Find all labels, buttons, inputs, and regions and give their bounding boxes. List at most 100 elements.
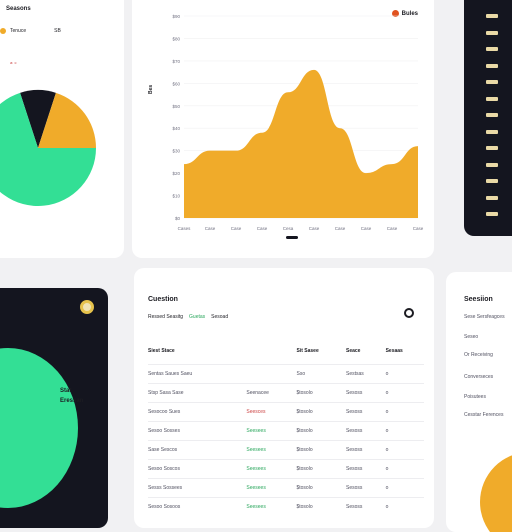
donut-shape: [0, 348, 78, 508]
col-header-2[interactable]: [246, 348, 296, 365]
x-tick-label: Cases: [178, 226, 192, 231]
table-row[interactable]: Sesoo Sosoos Seesees $tosolo Sesoss o: [148, 497, 424, 516]
x-tick-label: Case: [257, 226, 268, 231]
table-card: Cuestion Ressed Seasitg Guetas Sesoad Si…: [134, 268, 434, 528]
area-legend-label: Bules: [401, 10, 418, 17]
pie-legend-label: Tenuce: [10, 28, 27, 34]
table-cell: Sesoss: [345, 402, 386, 422]
status-ring-icon[interactable]: [80, 300, 94, 314]
list-item[interactable]: [486, 113, 498, 117]
area-chart: $90 $80 $70 $60 $50 $40 $30 $20 $10 $0 Bes Cases Cas…: [148, 14, 424, 231]
table-cell: Sesoo Soscos: [148, 459, 247, 479]
list-item[interactable]: [486, 146, 498, 150]
pie-slice-dark[interactable]: [20, 90, 56, 148]
list-item[interactable]: [486, 47, 498, 51]
pie-chart: [0, 90, 96, 206]
table-cell: o: [385, 497, 424, 516]
table-row[interactable]: Sesoo Soscos Seesees $tosolo Sesoss o: [148, 459, 424, 479]
x-tick-label: Case: [387, 226, 398, 231]
table-cell: $tosolo: [296, 421, 346, 441]
list-item[interactable]: [486, 162, 498, 167]
table-row[interactable]: Sesocoo Sues Seesces $tosolo Sesoss o: [148, 402, 424, 422]
y-tick-label: $90: [172, 14, 180, 19]
x-tick-label: Cesa: [283, 226, 294, 231]
table-cell: Sesoss: [345, 478, 386, 498]
pie-slice-orange[interactable]: [38, 92, 96, 148]
table-cell: o: [385, 402, 424, 422]
list-item[interactable]: [486, 195, 498, 200]
summary-row[interactable]: Sese Sersfeagces: [464, 314, 505, 320]
donut-label: Stat Eressan: [60, 386, 83, 406]
pie-sub-label: a: c: [10, 60, 17, 65]
list-item[interactable]: [486, 30, 498, 35]
summary-card: Seesiion Sese Sersfeagces Seseo Or Receivi…: [446, 272, 512, 532]
table-row[interactable]: Sentas Saues Saeu Sso Sestsas o: [148, 364, 424, 384]
data-table: Siest Stace Sit Sasee Seace Sesaas Senta…: [148, 348, 424, 516]
table-cell: Sesss Sossees: [148, 478, 247, 498]
table-cell: Sesoss: [345, 440, 386, 460]
table-cell: o: [385, 440, 424, 460]
pie-legend-value: SB: [54, 28, 61, 34]
table-cell: $tosolo: [296, 459, 346, 479]
table-cell: Sesocoo Sues: [148, 402, 247, 422]
table-row[interactable]: Stsp Sasa Sase Seenacee $tosolo Sesoss o: [148, 383, 424, 403]
table-row[interactable]: Sesoo Sosses Seesees $tosolo Sesoss o: [148, 421, 424, 441]
summary-title: Seesiion: [464, 296, 493, 303]
col-header-4[interactable]: Seace: [345, 348, 361, 354]
summary-row[interactable]: Converseces: [464, 374, 494, 380]
y-tick-label: $70: [172, 59, 180, 64]
table-cell: $tosolo: [296, 497, 346, 516]
list-item[interactable]: [486, 212, 498, 216]
table-cell: Sesoss: [345, 383, 386, 403]
table-cell: $tosolo: [296, 402, 346, 422]
list-item[interactable]: [486, 179, 498, 183]
x-tick-label: Case: [231, 226, 242, 231]
table-cell: Seenacee: [246, 383, 297, 403]
chart-scroll-handle[interactable]: [286, 236, 298, 239]
x-tick-label: Case: [413, 226, 424, 231]
table-cell: Sesoss: [345, 459, 386, 479]
list-item[interactable]: [486, 129, 498, 134]
table-cell: Sesoo Sosses: [148, 421, 247, 441]
table-cell: Seesces: [246, 402, 297, 422]
y-tick-label: $10: [172, 194, 180, 199]
area-chart-card: Bules $90 $80 $70 $60 $50 $40 $30 $20 $10 $0 Bes Ca…: [132, 0, 434, 258]
table-cell: o: [385, 478, 424, 498]
y-tick-label: $50: [172, 104, 180, 109]
area-series[interactable]: [184, 69, 418, 218]
donut-label-line2: Eressan: [60, 398, 84, 404]
list-item[interactable]: [486, 80, 498, 84]
col-header-3[interactable]: Sit Sasee: [296, 348, 319, 354]
table-cell: o: [385, 459, 424, 479]
settings-icon[interactable]: [404, 308, 414, 318]
table-row[interactable]: Sase Sescos Seesees $tosolo Sesoss o: [148, 440, 424, 460]
y-axis-title: Bes: [148, 85, 154, 94]
summary-row[interactable]: Seseo: [464, 334, 479, 340]
table-cell: o: [385, 421, 424, 441]
table-cell: $tosolo: [296, 383, 346, 403]
summary-row[interactable]: Cesstar Ferences: [464, 412, 504, 418]
col-header-1[interactable]: Siest Stace: [148, 348, 175, 354]
list-item[interactable]: [486, 96, 498, 101]
pie-card-title: Seasons: [6, 6, 31, 12]
area-legend[interactable]: Bules: [391, 10, 418, 17]
table-cell: [246, 364, 297, 384]
table-title: Cuestion: [148, 296, 178, 303]
x-tick-label: Case: [309, 226, 320, 231]
list-item[interactable]: [486, 14, 498, 18]
list-item[interactable]: [486, 63, 498, 68]
col-header-5[interactable]: Sesaas: [385, 348, 403, 354]
table-cell: Seesees: [246, 478, 297, 498]
pie-slice-green[interactable]: [0, 92, 96, 206]
summary-row[interactable]: Or Receiving: [464, 352, 493, 358]
meta-item-2[interactable]: Guetas: [189, 314, 206, 320]
table-cell: Seesees: [246, 497, 297, 516]
meta-item-3: Sesoad: [211, 314, 229, 320]
y-tick-label: $60: [172, 81, 180, 86]
summary-row[interactable]: Poisutees: [464, 394, 486, 400]
table-row[interactable]: Sesss Sossees Seesees $tosolo Sesoss o: [148, 478, 424, 498]
y-tick-label: $80: [172, 36, 180, 41]
pie-card: Seasons Tenuce SB a: c: [0, 0, 124, 258]
table-cell: Sso: [296, 364, 346, 384]
donut-label-line1: Stat: [60, 388, 72, 394]
